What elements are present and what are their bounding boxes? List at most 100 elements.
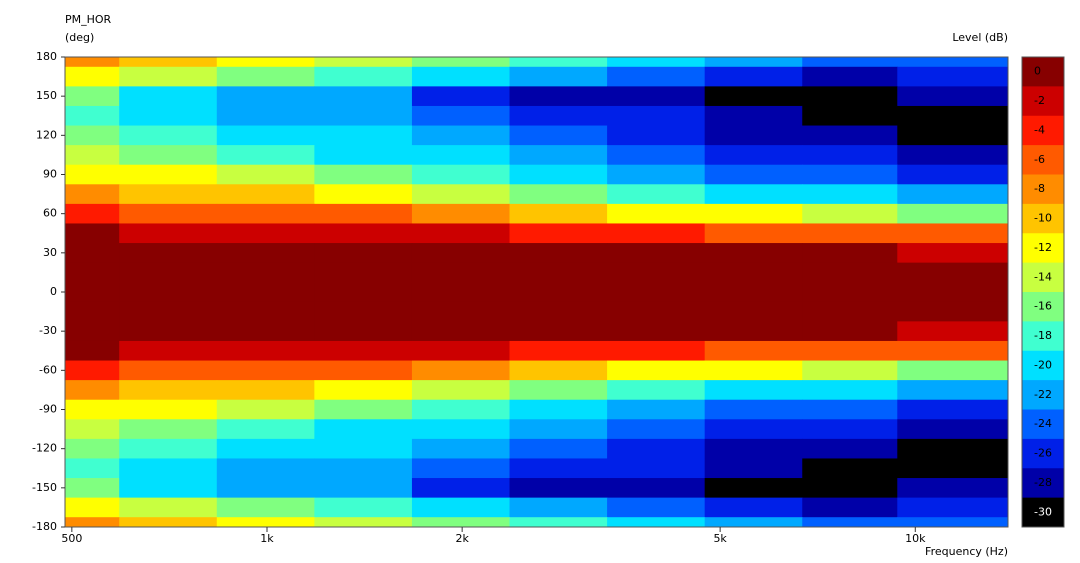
heat-cell bbox=[897, 497, 1009, 518]
heat-cell bbox=[119, 184, 218, 205]
heat-cell bbox=[314, 340, 413, 362]
heat-cell bbox=[65, 399, 120, 420]
heat-cell bbox=[897, 340, 1009, 362]
heat-cell bbox=[216, 360, 315, 381]
heat-cell bbox=[897, 517, 1009, 528]
heat-cell bbox=[216, 497, 315, 518]
heat-cell bbox=[897, 282, 1009, 303]
heat-cell bbox=[314, 517, 413, 528]
heat-cell bbox=[704, 282, 803, 303]
y-tick-label: 180 bbox=[36, 50, 57, 63]
colorbar-tick-label: -12 bbox=[1034, 241, 1052, 254]
heat-cell bbox=[802, 164, 898, 185]
colorbar-swatch bbox=[1022, 115, 1064, 146]
colorbar-swatch bbox=[1022, 350, 1064, 381]
colorbar-tick-label: -24 bbox=[1034, 417, 1052, 430]
colorbar-swatch bbox=[1022, 321, 1064, 352]
heat-cell bbox=[802, 517, 898, 528]
heat-cell bbox=[411, 145, 511, 166]
heat-cell bbox=[411, 517, 511, 528]
colorbar-swatch bbox=[1022, 438, 1064, 469]
heat-cell bbox=[314, 380, 413, 401]
heat-cell bbox=[802, 497, 898, 518]
y-tick-label: 0 bbox=[50, 285, 57, 298]
heat-cell bbox=[509, 478, 608, 499]
heat-cell bbox=[802, 125, 898, 146]
colorbar-tick-label: -26 bbox=[1034, 447, 1052, 460]
heat-cell bbox=[897, 125, 1009, 146]
colorbar-swatch bbox=[1022, 57, 1064, 87]
heat-cell bbox=[607, 458, 706, 479]
y-tick-label: -60 bbox=[39, 363, 57, 376]
heat-cell bbox=[607, 340, 706, 362]
heat-cell bbox=[411, 262, 511, 283]
heat-cell bbox=[119, 301, 218, 322]
heat-cell bbox=[65, 282, 120, 303]
heat-cell bbox=[65, 340, 120, 362]
heat-cell bbox=[411, 125, 511, 146]
y-tick-label: 150 bbox=[36, 89, 57, 102]
heat-cell bbox=[216, 282, 315, 303]
heat-cell bbox=[607, 243, 706, 264]
x-tick-label: 5k bbox=[713, 532, 727, 545]
heat-cell bbox=[216, 66, 315, 87]
colorbar-tick-label: -2 bbox=[1034, 94, 1045, 107]
heat-cell bbox=[509, 164, 608, 185]
heat-cell bbox=[802, 478, 898, 499]
heat-cell bbox=[704, 125, 803, 146]
heat-cell bbox=[704, 321, 803, 342]
y-tick-label: 90 bbox=[43, 168, 57, 181]
colorbar-tick-label: -8 bbox=[1034, 182, 1045, 195]
y-tick-label: -180 bbox=[32, 520, 57, 533]
heat-cell bbox=[216, 125, 315, 146]
heat-cell bbox=[119, 419, 218, 440]
heat-cell bbox=[65, 164, 120, 185]
heat-cell bbox=[897, 66, 1009, 87]
heat-cell bbox=[704, 517, 803, 528]
heat-cell bbox=[216, 517, 315, 528]
heat-cell bbox=[704, 438, 803, 459]
heat-cell bbox=[802, 458, 898, 479]
heat-cell bbox=[509, 399, 608, 420]
heat-cell bbox=[509, 497, 608, 518]
chart-title: PM_HOR bbox=[65, 13, 112, 26]
colorbar-tick-label: -4 bbox=[1034, 123, 1045, 136]
heat-cell bbox=[897, 301, 1009, 322]
heat-cell bbox=[65, 458, 120, 479]
heat-cell bbox=[509, 360, 608, 381]
heat-cell bbox=[897, 223, 1009, 244]
heat-cell bbox=[65, 497, 120, 518]
heat-cell bbox=[411, 301, 511, 322]
heat-cell bbox=[509, 419, 608, 440]
heat-cell bbox=[509, 203, 608, 224]
heat-cell bbox=[411, 458, 511, 479]
heat-cell bbox=[119, 145, 218, 166]
heat-cell bbox=[509, 145, 608, 166]
heat-cell bbox=[704, 164, 803, 185]
heat-cell bbox=[119, 380, 218, 401]
heat-cell bbox=[802, 301, 898, 322]
heat-cell bbox=[216, 458, 315, 479]
heat-cell bbox=[607, 184, 706, 205]
heat-cell bbox=[704, 223, 803, 244]
colorbar-swatch bbox=[1022, 203, 1064, 234]
heat-cell bbox=[119, 497, 218, 518]
heat-cell bbox=[897, 360, 1009, 381]
heat-cell bbox=[897, 105, 1009, 127]
heat-cell bbox=[897, 478, 1009, 499]
heat-cell bbox=[607, 497, 706, 518]
heat-cell bbox=[65, 66, 120, 87]
heat-cell bbox=[314, 243, 413, 264]
heat-cell bbox=[802, 360, 898, 381]
heat-cell bbox=[314, 301, 413, 322]
colorbar-tick-label: -6 bbox=[1034, 153, 1045, 166]
heat-cell bbox=[216, 105, 315, 127]
colorbar-tick-label: -20 bbox=[1034, 358, 1052, 371]
heat-cell bbox=[314, 66, 413, 87]
heat-cell bbox=[509, 282, 608, 303]
heat-cell bbox=[314, 399, 413, 420]
heat-cell bbox=[119, 438, 218, 459]
heat-cell bbox=[65, 301, 120, 322]
colorbar-tick-label: -18 bbox=[1034, 329, 1052, 342]
